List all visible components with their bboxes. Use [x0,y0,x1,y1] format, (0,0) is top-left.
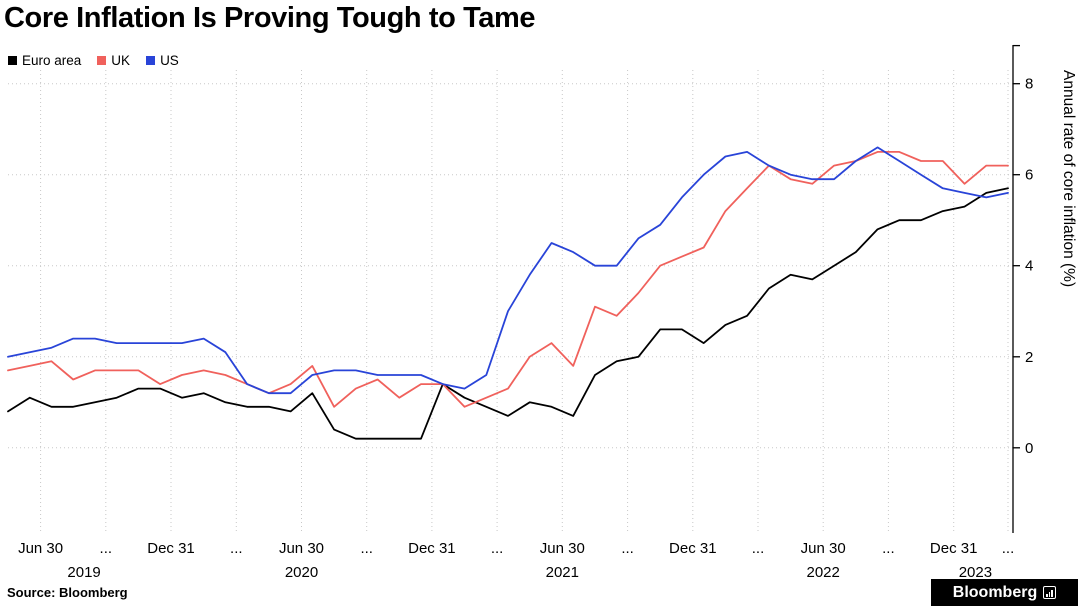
legend-swatch-us [146,56,156,65]
legend-label-us: US [160,53,179,68]
x-tick-label: Jun 30 [801,540,846,557]
x-year-label: 2020 [285,564,318,581]
chart-title: Core Inflation Is Proving Tough to Tame [4,2,536,34]
x-tick-label: ... [621,540,634,557]
x-tick-label: ... [360,540,373,557]
legend-label-uk: UK [111,53,131,68]
legend-swatch-uk [97,56,107,65]
legend-swatch-euro-area [8,56,17,65]
chart-legend: Euro area UK US [8,53,179,68]
legend-item-us: US [146,53,179,68]
y-tick-label: 2 [1025,349,1033,366]
legend-item-euro-area: Euro area [8,53,81,68]
bloomberg-terminal-icon [1043,586,1057,599]
x-tick-label: Jun 30 [279,540,324,557]
line-series-us [7,146,1009,395]
bloomberg-brand-text: Bloomberg [952,583,1038,601]
source-note: Source: Bloomberg [7,585,128,600]
line-series-uk [7,150,1009,408]
x-tick-label: ... [491,540,504,557]
x-year-label: 2021 [546,564,579,581]
x-tick-label: Dec 31 [147,540,195,557]
y-tick-label: 6 [1025,167,1033,184]
y-tick-label: 4 [1025,258,1033,275]
x-tick-label: ... [100,540,113,557]
x-year-label: 2022 [807,564,840,581]
y-tick-label: 8 [1025,76,1033,93]
x-tick-label: ... [752,540,765,557]
x-tick-label: ... [882,540,895,557]
y-axis-title: Annual rate of core inflation (%) [1060,70,1077,288]
line-series-euro-area [7,187,1009,440]
y-tick-label: 0 [1025,440,1033,457]
x-tick-label: ... [1002,540,1015,557]
x-tick-label: Dec 31 [669,540,717,557]
x-tick-label: ... [230,540,243,557]
bloomberg-wordmark-bar: Bloomberg [931,579,1078,606]
x-tick-label: Jun 30 [540,540,585,557]
x-tick-label: Jun 30 [18,540,63,557]
x-year-label: 2019 [67,564,100,581]
legend-item-uk: UK [97,53,130,68]
legend-label-euro-area: Euro area [22,53,82,68]
x-year-label: 2023 [959,564,992,581]
x-tick-label: Dec 31 [930,540,978,557]
x-tick-label: Dec 31 [408,540,456,557]
